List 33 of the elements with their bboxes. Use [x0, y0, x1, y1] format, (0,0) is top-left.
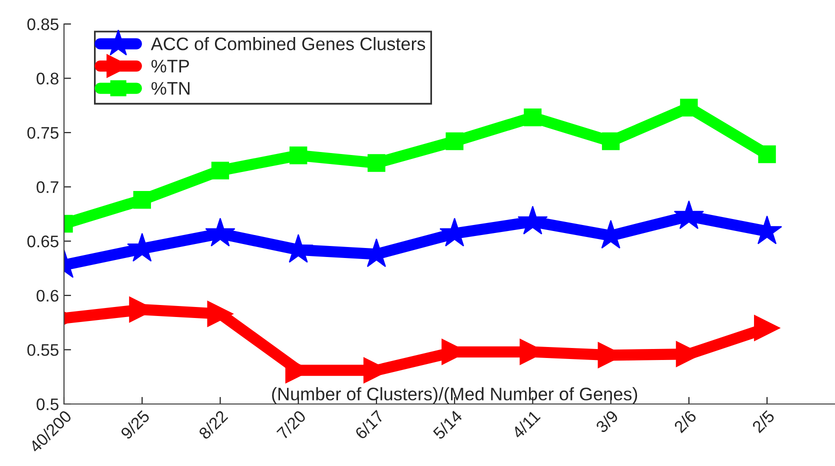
y-tick-label: 0.6	[36, 290, 58, 302]
x-tick-label: 8/22	[198, 409, 228, 440]
y-tick-label: 0.7	[36, 181, 58, 194]
point	[446, 132, 464, 150]
y-tick-label: 0.5	[36, 398, 58, 410]
y-tick-label: 0.75	[27, 126, 58, 139]
x-tick-label: 2/5	[751, 409, 776, 434]
y-tick-label: 0.65	[27, 236, 58, 248]
point	[207, 300, 234, 327]
x-tick-label: 2/6	[673, 409, 698, 434]
point	[602, 132, 620, 150]
x-tick-label: 7/20	[276, 409, 307, 440]
point	[211, 162, 230, 180]
point	[674, 200, 704, 230]
point	[133, 191, 151, 209]
point	[205, 218, 236, 246]
x-tick-label: 4/11	[510, 409, 541, 440]
x-tick-label: 3/9	[594, 409, 619, 434]
point	[289, 146, 308, 164]
y-tick-label: 0.55	[27, 344, 58, 356]
legend-label: ACC of Combined Genes Clusters	[150, 37, 426, 50]
legend-label: %TN	[151, 82, 190, 95]
x-tick-label: 5/14	[432, 409, 463, 440]
point	[524, 108, 542, 126]
y-tick-label: 0.8	[36, 72, 58, 84]
x-axis-title: (Number of Clusters)/(Med Number of Genes)	[272, 387, 638, 404]
point	[368, 154, 386, 172]
point	[518, 206, 548, 234]
point	[680, 98, 698, 116]
point	[754, 314, 780, 342]
point	[758, 145, 776, 164]
y-tick-label: 0.85	[27, 18, 58, 30]
legend-label: %TP	[151, 60, 189, 72]
